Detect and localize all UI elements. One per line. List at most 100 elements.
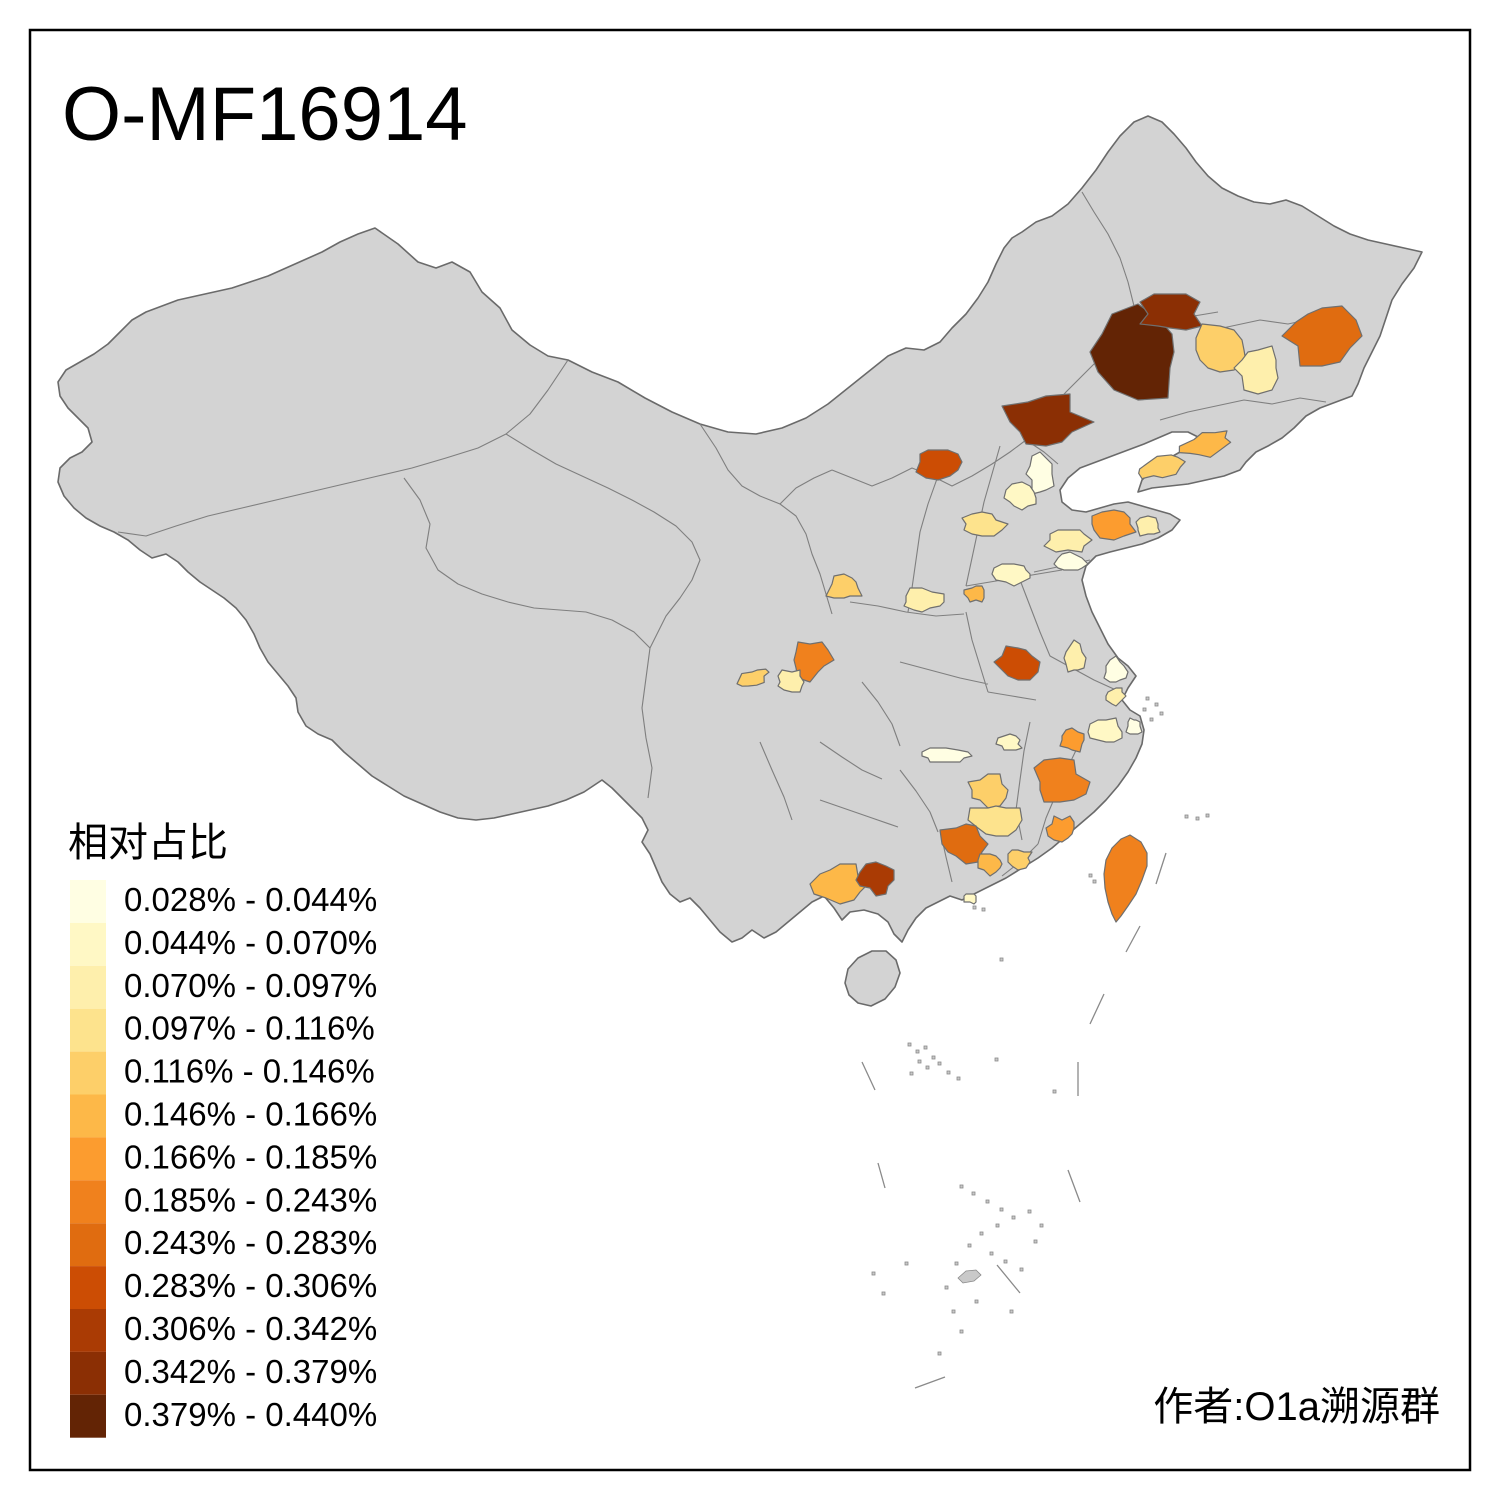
legend: 0.028% - 0.044% 0.044% - 0.070% 0.070% - 0… xyxy=(70,880,377,1438)
island-speck xyxy=(985,1199,990,1204)
map-region xyxy=(995,733,1023,751)
island-speck xyxy=(1092,879,1097,884)
map-region xyxy=(793,641,835,683)
map-region xyxy=(967,805,1023,837)
map-region xyxy=(1195,323,1247,373)
legend-label: 0.379% - 0.440% xyxy=(124,1396,377,1433)
island-speck xyxy=(999,957,1004,962)
map-region xyxy=(1001,393,1095,447)
map-region xyxy=(1281,305,1363,367)
map-region xyxy=(963,893,977,905)
legend-swatch xyxy=(70,1094,106,1138)
island-speck xyxy=(956,1076,961,1081)
island-speck xyxy=(1195,816,1200,821)
south-china-sea-marks xyxy=(861,696,1210,1389)
legend-swatch xyxy=(70,1394,106,1438)
legend-label: 0.044% - 0.070% xyxy=(124,924,377,961)
island-speck xyxy=(1052,1089,1057,1094)
map-region xyxy=(1045,815,1075,843)
sea-dash-lines xyxy=(861,852,1167,1389)
map-region xyxy=(1103,655,1129,683)
map-region xyxy=(1043,529,1093,553)
island-speck xyxy=(954,1261,959,1266)
map-region xyxy=(977,853,1003,877)
legend-swatch xyxy=(70,1051,106,1095)
map-region xyxy=(1003,481,1037,511)
legend-label: 0.097% - 0.116% xyxy=(124,1010,375,1047)
island-speck xyxy=(1039,1223,1044,1228)
island-speck xyxy=(1088,873,1093,878)
island-speck xyxy=(931,1055,936,1060)
island-speck xyxy=(967,1243,972,1248)
map-region xyxy=(903,587,945,613)
island-speck xyxy=(946,1070,951,1075)
legend-swatch xyxy=(70,1351,106,1395)
legend-swatch xyxy=(70,922,106,966)
island-speck xyxy=(999,1207,1004,1212)
island-speck xyxy=(1154,702,1159,707)
legend-swatch xyxy=(70,1180,106,1224)
island-speck xyxy=(1033,1239,1038,1244)
island-speck xyxy=(925,1065,930,1070)
island-speck xyxy=(881,1291,886,1296)
map-region xyxy=(809,863,869,905)
island-speck xyxy=(974,1299,979,1304)
legend-swatch xyxy=(70,880,106,923)
map-base xyxy=(57,115,1423,1007)
legend-label: 0.070% - 0.097% xyxy=(124,967,377,1004)
sea-island xyxy=(957,1269,982,1284)
attribution: 作者:O1a溯源群 xyxy=(1153,1385,1440,1429)
island-speck xyxy=(904,1261,909,1266)
legend-label: 0.028% - 0.044% xyxy=(124,881,377,918)
plot-border xyxy=(28,28,1472,1472)
legend-swatch xyxy=(70,965,106,1009)
mainland-outline xyxy=(57,115,1423,943)
map-region xyxy=(993,645,1041,681)
legend-label: 0.342% - 0.379% xyxy=(124,1353,377,1390)
island-speck xyxy=(1027,1209,1032,1214)
legend-swatch xyxy=(70,1008,106,1052)
map-region xyxy=(1139,293,1203,331)
map-region xyxy=(1059,727,1085,753)
map-region xyxy=(991,563,1031,587)
taiwan-region xyxy=(1103,834,1148,923)
island-speck xyxy=(981,907,986,912)
page-title: O-MF16914 xyxy=(62,72,468,157)
island-speck xyxy=(994,1057,999,1062)
map-region xyxy=(921,747,973,763)
map-region xyxy=(963,585,985,603)
island-specks xyxy=(871,696,1210,1356)
map-region xyxy=(1053,551,1089,571)
island-speck xyxy=(951,1309,956,1314)
island-speck xyxy=(909,1071,914,1076)
island-speck xyxy=(1142,707,1147,712)
legend-swatch xyxy=(70,1223,106,1267)
map-region xyxy=(915,449,963,481)
map-region xyxy=(1007,849,1033,871)
legend-label: 0.116% - 0.146% xyxy=(124,1053,375,1090)
legend-swatch xyxy=(70,1137,106,1181)
map-region xyxy=(1135,515,1161,537)
legend-label: 0.146% - 0.166% xyxy=(124,1096,377,1133)
island-speck xyxy=(871,1271,876,1276)
legend-swatch xyxy=(70,1266,106,1309)
island-speck xyxy=(1019,1267,1024,1272)
colored-regions xyxy=(736,293,1363,905)
island-speck xyxy=(937,1061,942,1066)
map-region xyxy=(1105,687,1127,707)
legend-label: 0.185% - 0.243% xyxy=(124,1181,377,1218)
island-speck xyxy=(1003,1259,1008,1264)
map-region xyxy=(825,573,863,599)
map-region xyxy=(1087,717,1123,743)
map-region xyxy=(855,861,895,897)
island-speck xyxy=(1184,814,1189,819)
hainan-island xyxy=(844,950,901,1007)
island-speck xyxy=(1011,1215,1016,1220)
island-speck xyxy=(1009,1309,1014,1314)
island-speck xyxy=(979,1231,984,1236)
map-region xyxy=(1063,639,1087,673)
island-speck xyxy=(1149,717,1154,722)
island-speck xyxy=(937,1351,942,1356)
